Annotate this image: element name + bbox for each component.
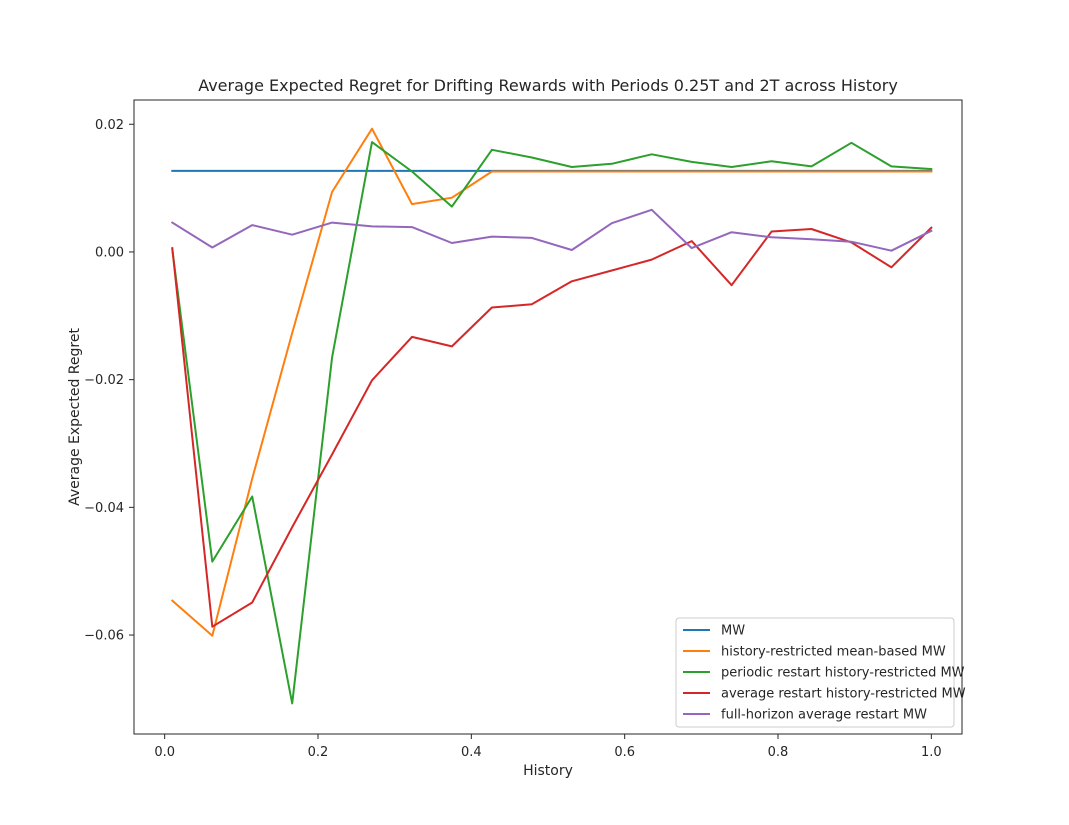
x-tick-label: 0.6 — [614, 745, 635, 760]
series-line-4 — [171, 226, 933, 628]
y-tick-label: −0.02 — [84, 373, 124, 388]
x-tick-label: 0.8 — [768, 745, 789, 760]
x-axis-label: History — [523, 763, 573, 779]
legend-box — [675, 617, 955, 728]
series-layer — [170, 127, 933, 705]
x-axis: 0.0 0.2 0.4 0.6 0.8 1.0 — [154, 734, 942, 760]
y-tick-label: −0.04 — [84, 501, 124, 516]
legend-label: average restart history-restricted MW — [721, 687, 966, 702]
legend-label: full-horizon average restart MW — [721, 708, 927, 723]
y-tick-label: 0.02 — [95, 118, 124, 133]
x-tick-label: 1.0 — [921, 745, 942, 760]
x-tick-label: 0.0 — [154, 745, 175, 760]
x-tick-label: 0.4 — [461, 745, 482, 760]
chart-title: Average Expected Regret for Drifting Rew… — [198, 76, 898, 95]
legend: MW history-restricted mean-based MW period… — [675, 617, 966, 728]
legend-label: MW — [721, 624, 745, 639]
y-axis: −0.06 −0.04 −0.02 0.00 0.02 — [84, 118, 134, 644]
y-tick-label: −0.06 — [84, 629, 124, 644]
plot-frame — [133, 99, 963, 735]
series-line-2 — [170, 127, 933, 637]
legend-entries: MW history-restricted mean-based MW period… — [683, 624, 966, 723]
y-axis-label: Average Expected Regret — [67, 328, 83, 506]
legend-label: history-restricted mean-based MW — [721, 645, 946, 660]
x-tick-label: 0.2 — [308, 745, 329, 760]
y-tick-label: 0.00 — [95, 245, 124, 260]
series-line-3 — [171, 141, 933, 705]
legend-label: periodic restart history-restricted MW — [721, 666, 965, 681]
series-line-5 — [170, 208, 933, 252]
